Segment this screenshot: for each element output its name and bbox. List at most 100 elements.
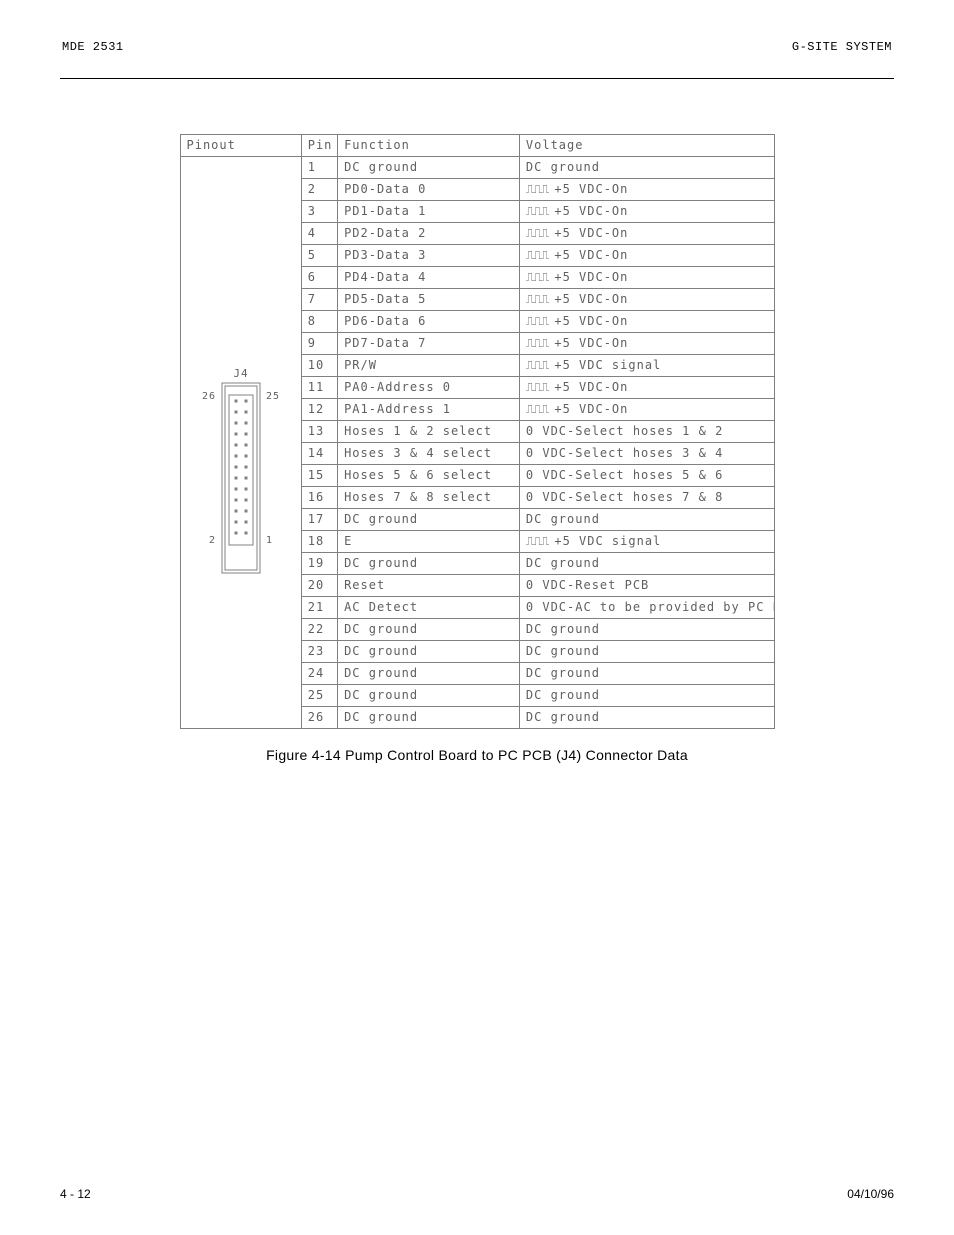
cell-voltage: 0 VDC-Select hoses 3 & 4	[519, 443, 774, 465]
cell-function: DC ground	[338, 641, 520, 663]
waveform-icon: ⎍⎍⎍	[526, 402, 554, 416]
cell-function: DC ground	[338, 685, 520, 707]
figure-caption: Figure 4-14 Pump Control Board to PC PCB…	[180, 747, 775, 763]
cell-voltage: ⎍⎍⎍ +5 VDC-On	[519, 399, 774, 421]
cell-function: E	[338, 531, 520, 553]
cell-voltage: ⎍⎍⎍ +5 VDC-On	[519, 333, 774, 355]
cell-pin: 24	[301, 663, 337, 685]
svg-text:2: 2	[209, 535, 216, 546]
cell-voltage: ⎍⎍⎍ +5 VDC-On	[519, 289, 774, 311]
cell-function: DC ground	[338, 707, 520, 729]
cell-pin: 5	[301, 245, 337, 267]
cell-pin: 11	[301, 377, 337, 399]
cell-function: PD6-Data 6	[338, 311, 520, 333]
cell-voltage: 0 VDC-Reset PCB	[519, 575, 774, 597]
cell-pin: 8	[301, 311, 337, 333]
cell-function: PD0-Data 0	[338, 179, 520, 201]
waveform-icon: ⎍⎍⎍	[526, 314, 554, 328]
cell-pin: 4	[301, 223, 337, 245]
cell-function: PD7-Data 7	[338, 333, 520, 355]
th-voltage: Voltage	[519, 135, 774, 157]
waveform-icon: ⎍⎍⎍	[526, 182, 554, 196]
waveform-icon: ⎍⎍⎍	[526, 292, 554, 306]
cell-function: Hoses 1 & 2 select	[338, 421, 520, 443]
cell-function: DC ground	[338, 663, 520, 685]
cell-function: PA1-Address 1	[338, 399, 520, 421]
cell-pin: 14	[301, 443, 337, 465]
cell-function: PD1-Data 1	[338, 201, 520, 223]
th-pinout: Pinout	[180, 135, 301, 157]
cell-voltage: DC ground	[519, 509, 774, 531]
cell-pin: 23	[301, 641, 337, 663]
cell-voltage: ⎍⎍⎍ +5 VDC signal	[519, 531, 774, 553]
page-header: MDE 2531 G-SITE SYSTEM	[60, 40, 894, 58]
cell-pin: 16	[301, 487, 337, 509]
waveform-icon: ⎍⎍⎍	[526, 380, 554, 394]
cell-function: DC ground	[338, 157, 520, 179]
cell-voltage: DC ground	[519, 157, 774, 179]
connector-j4-icon: J4 26 25 2 1	[192, 293, 290, 593]
cell-voltage: ⎍⎍⎍ +5 VDC-On	[519, 179, 774, 201]
cell-function: DC ground	[338, 619, 520, 641]
waveform-icon: ⎍⎍⎍	[526, 248, 554, 262]
cell-voltage: 0 VDC-AC to be provided by PC PCB	[519, 597, 774, 619]
pinout-diagram-cell: J4 26 25 2 1	[180, 157, 301, 729]
waveform-icon: ⎍⎍⎍	[526, 226, 554, 240]
cell-voltage: ⎍⎍⎍ +5 VDC signal	[519, 355, 774, 377]
cell-pin: 25	[301, 685, 337, 707]
cell-pin: 21	[301, 597, 337, 619]
cell-pin: 7	[301, 289, 337, 311]
footer-date: 04/10/96	[847, 1187, 894, 1201]
cell-function: PR/W	[338, 355, 520, 377]
cell-voltage: DC ground	[519, 685, 774, 707]
cell-pin: 18	[301, 531, 337, 553]
svg-text:26: 26	[202, 391, 216, 402]
svg-text:1: 1	[266, 535, 273, 546]
cell-pin: 9	[301, 333, 337, 355]
header-left: MDE 2531	[62, 40, 124, 54]
cell-pin: 26	[301, 707, 337, 729]
cell-function: AC Detect	[338, 597, 520, 619]
cell-function: PD2-Data 2	[338, 223, 520, 245]
cell-function: PD5-Data 5	[338, 289, 520, 311]
header-right: G-SITE SYSTEM	[792, 40, 892, 54]
cell-pin: 13	[301, 421, 337, 443]
cell-voltage: DC ground	[519, 553, 774, 575]
pinout-table: Pinout Pin Function Voltage J42625211DC …	[180, 134, 775, 729]
waveform-icon: ⎍⎍⎍	[526, 534, 554, 548]
cell-pin: 1	[301, 157, 337, 179]
cell-pin: 15	[301, 465, 337, 487]
th-pin: Pin	[301, 135, 337, 157]
footer-page: 4 - 12	[60, 1187, 91, 1201]
cell-pin: 17	[301, 509, 337, 531]
cell-pin: 19	[301, 553, 337, 575]
cell-function: Hoses 3 & 4 select	[338, 443, 520, 465]
waveform-icon: ⎍⎍⎍	[526, 358, 554, 372]
cell-voltage: ⎍⎍⎍ +5 VDC-On	[519, 311, 774, 333]
waveform-icon: ⎍⎍⎍	[526, 204, 554, 218]
cell-voltage: DC ground	[519, 663, 774, 685]
cell-pin: 20	[301, 575, 337, 597]
cell-pin: 10	[301, 355, 337, 377]
svg-text:J4: J4	[233, 367, 248, 380]
cell-function: Reset	[338, 575, 520, 597]
table-header-row: Pinout Pin Function Voltage	[180, 135, 774, 157]
table-row: J42625211DC groundDC ground	[180, 157, 774, 179]
th-function: Function	[338, 135, 520, 157]
cell-voltage: ⎍⎍⎍ +5 VDC-On	[519, 267, 774, 289]
cell-voltage: DC ground	[519, 619, 774, 641]
cell-voltage: ⎍⎍⎍ +5 VDC-On	[519, 377, 774, 399]
cell-voltage: 0 VDC-Select hoses 7 & 8	[519, 487, 774, 509]
cell-voltage: ⎍⎍⎍ +5 VDC-On	[519, 201, 774, 223]
cell-voltage: 0 VDC-Select hoses 1 & 2	[519, 421, 774, 443]
page-footer: 4 - 12 04/10/96	[60, 1187, 894, 1201]
cell-voltage: DC ground	[519, 707, 774, 729]
page: MDE 2531 G-SITE SYSTEM Pinout Pin Functi…	[0, 0, 954, 1235]
cell-function: PD3-Data 3	[338, 245, 520, 267]
cell-function: DC ground	[338, 509, 520, 531]
cell-function: DC ground	[338, 553, 520, 575]
cell-pin: 6	[301, 267, 337, 289]
waveform-icon: ⎍⎍⎍	[526, 336, 554, 350]
svg-text:25: 25	[266, 391, 280, 402]
cell-function: Hoses 5 & 6 select	[338, 465, 520, 487]
